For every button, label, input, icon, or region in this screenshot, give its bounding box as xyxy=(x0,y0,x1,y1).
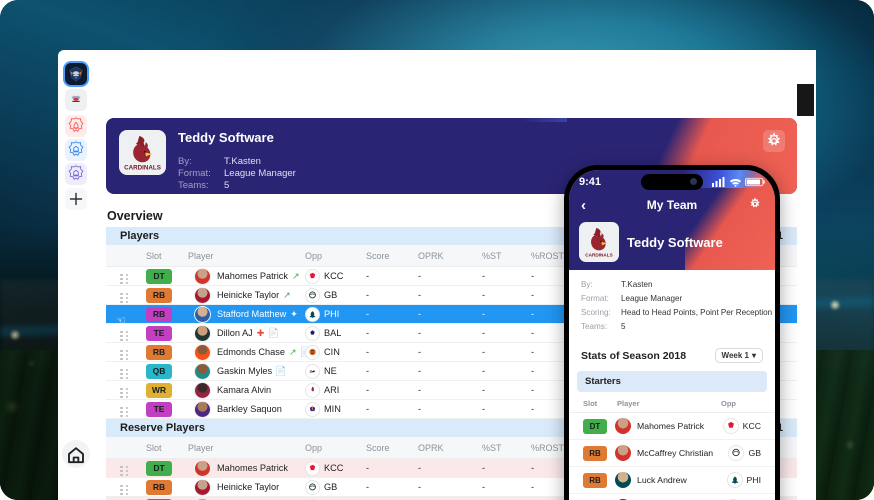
svg-text:CARDINALS: CARDINALS xyxy=(585,253,612,258)
svg-text:CARDINALS: CARDINALS xyxy=(124,165,161,172)
